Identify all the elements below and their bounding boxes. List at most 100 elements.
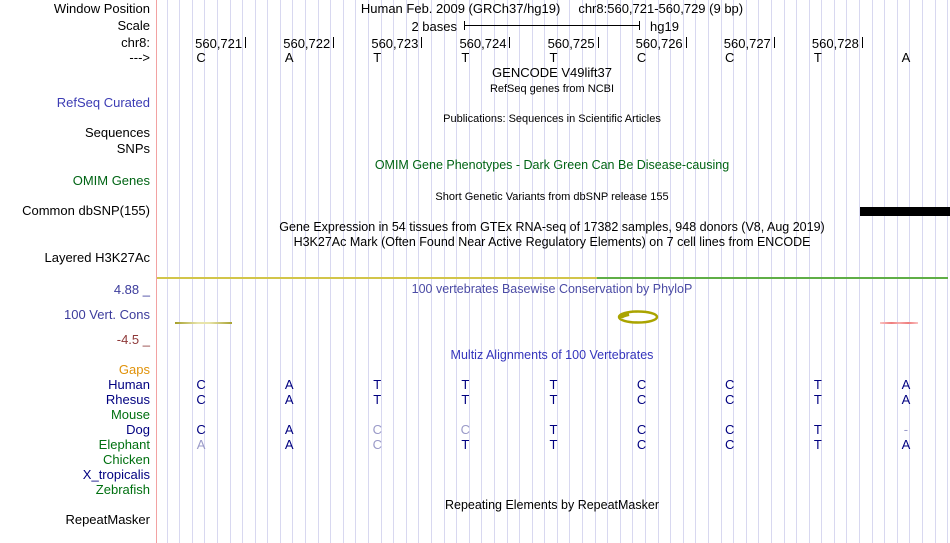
track-label-100-vert-cons[interactable]: 100 Vert. Cons	[64, 307, 150, 322]
gridline	[330, 0, 332, 543]
label-chrom: chr8:	[121, 35, 150, 50]
gridline	[191, 0, 193, 543]
alignment-row-label-elephant[interactable]: Elephant	[98, 437, 150, 452]
scale-bar-left-tick	[464, 21, 465, 30]
gridline	[884, 0, 886, 543]
track-title-gtex[interactable]: Gene Expression in 54 tissues from GTEx …	[279, 220, 825, 234]
track-title-dbsnp[interactable]: Short Genetic Variants from dbSNP releas…	[435, 191, 669, 203]
gridline	[846, 0, 848, 543]
alignment-row-label-gaps[interactable]: Gaps	[118, 362, 150, 377]
gridline	[833, 0, 835, 543]
track-label-snps[interactable]: SNPs	[116, 141, 150, 156]
track-label-omim-genes[interactable]: OMIM Genes	[72, 173, 150, 188]
gridline	[720, 0, 722, 543]
ruler-number: 560,727	[723, 36, 771, 51]
track-label-layered-h3k27ac[interactable]: Layered H3K27Ac	[44, 250, 150, 265]
gridline	[204, 0, 206, 543]
scale-value: 2 bases	[411, 19, 457, 34]
track-label-common-dbsnp[interactable]: Common dbSNP(155)	[22, 203, 150, 218]
track-title-h3k27ac[interactable]: H3K27Ac Mark (Often Found Near Active Re…	[293, 235, 811, 249]
track-label-repeatmasker[interactable]: RepeatMasker	[65, 512, 150, 527]
aligned-base: T	[813, 422, 822, 437]
aligned-base: C	[636, 422, 647, 437]
alignment-row-label-chicken[interactable]: Chicken	[103, 452, 150, 467]
aligned-base: C	[725, 437, 735, 452]
ruler-tick	[509, 37, 511, 48]
aligned-base: A	[901, 437, 911, 452]
aligned-base: T	[373, 392, 382, 407]
reference-base: A	[901, 50, 911, 65]
h3k27ac-signal-green	[597, 277, 948, 279]
ruler-number: 560,726	[635, 36, 683, 51]
dbsnp-variant-bar[interactable]	[860, 207, 950, 216]
gridline	[254, 0, 256, 543]
gridline	[544, 0, 546, 543]
gridline	[531, 0, 533, 543]
track-title-publications[interactable]: Publications: Sequences in Scientific Ar…	[443, 113, 661, 125]
gridline	[430, 0, 432, 543]
gridline	[607, 0, 609, 543]
track-title-refseq[interactable]: RefSeq genes from NCBI	[489, 83, 615, 95]
aligned-base: T	[813, 437, 822, 452]
aligned-base: C	[460, 422, 471, 437]
phylop-signal-segment-red	[880, 322, 918, 324]
ruler-tick	[685, 37, 687, 48]
alignment-row-label-rhesus[interactable]: Rhesus	[105, 392, 150, 407]
gridline	[632, 0, 634, 543]
gridline	[368, 0, 370, 543]
ruler-number: 560,721	[195, 36, 243, 51]
aligned-base: T	[813, 377, 822, 392]
reference-base: T	[373, 50, 382, 65]
reference-base: C	[725, 50, 735, 65]
gridline	[770, 0, 772, 543]
gridline	[493, 0, 495, 543]
aligned-base: A	[196, 437, 206, 452]
ruler-tick	[421, 37, 423, 48]
gridline	[682, 0, 684, 543]
aligned-base: C	[725, 392, 735, 407]
aligned-base: C	[196, 377, 206, 392]
aligned-base: -	[903, 422, 909, 437]
ruler-tick	[773, 37, 775, 48]
gridline	[317, 0, 319, 543]
label-scale: Scale	[117, 18, 150, 33]
aligned-base: T	[549, 422, 558, 437]
track-title-phylop[interactable]: 100 vertebrates Basewise Conservation by…	[411, 282, 693, 296]
alignment-row-label-zebrafish[interactable]: Zebrafish	[95, 482, 150, 497]
gridline	[380, 0, 382, 543]
aligned-base: T	[549, 437, 558, 452]
ruler-tick	[333, 37, 335, 48]
track-label-refseq-curated[interactable]: RefSeq Curated	[56, 95, 150, 110]
gridline	[670, 0, 672, 543]
alignment-row-label-mouse[interactable]: Mouse	[110, 407, 150, 422]
gridline	[179, 0, 181, 543]
gridline	[242, 0, 244, 543]
track-title-repeatmasker[interactable]: Repeating Elements by RepeatMasker	[444, 498, 659, 512]
gridline	[909, 0, 911, 543]
cons-scale-min: -4.5 _	[116, 332, 150, 347]
track-title-multiz[interactable]: Multiz Alignments of 100 Vertebrates	[450, 348, 654, 362]
track-title-omim[interactable]: OMIM Gene Phenotypes - Dark Green Can Be…	[374, 158, 730, 172]
gridline	[393, 0, 395, 543]
gridline	[619, 0, 621, 543]
scale-bar-right-tick	[639, 21, 640, 30]
alignment-row-label-dog[interactable]: Dog	[126, 422, 150, 437]
track-label-sequences[interactable]: Sequences	[84, 125, 150, 140]
gridline	[355, 0, 357, 543]
alignment-row-label-x_tropicalis[interactable]: X_tropicalis	[82, 467, 150, 482]
aligned-base: A	[284, 437, 294, 452]
aligned-base: C	[636, 437, 647, 452]
gridline	[657, 0, 659, 543]
track-title-gencode[interactable]: GENCODE V49lift37	[492, 65, 612, 80]
gridline	[468, 0, 470, 543]
gridline	[821, 0, 823, 543]
alignment-row-label-human[interactable]: Human	[108, 377, 150, 392]
aligned-base: C	[196, 422, 206, 437]
aligned-base: T	[461, 377, 470, 392]
gridline	[645, 0, 646, 543]
aligned-base: C	[196, 392, 206, 407]
gridline	[594, 0, 596, 543]
aligned-base: A	[284, 392, 294, 407]
ruler-number: 560,723	[371, 36, 419, 51]
